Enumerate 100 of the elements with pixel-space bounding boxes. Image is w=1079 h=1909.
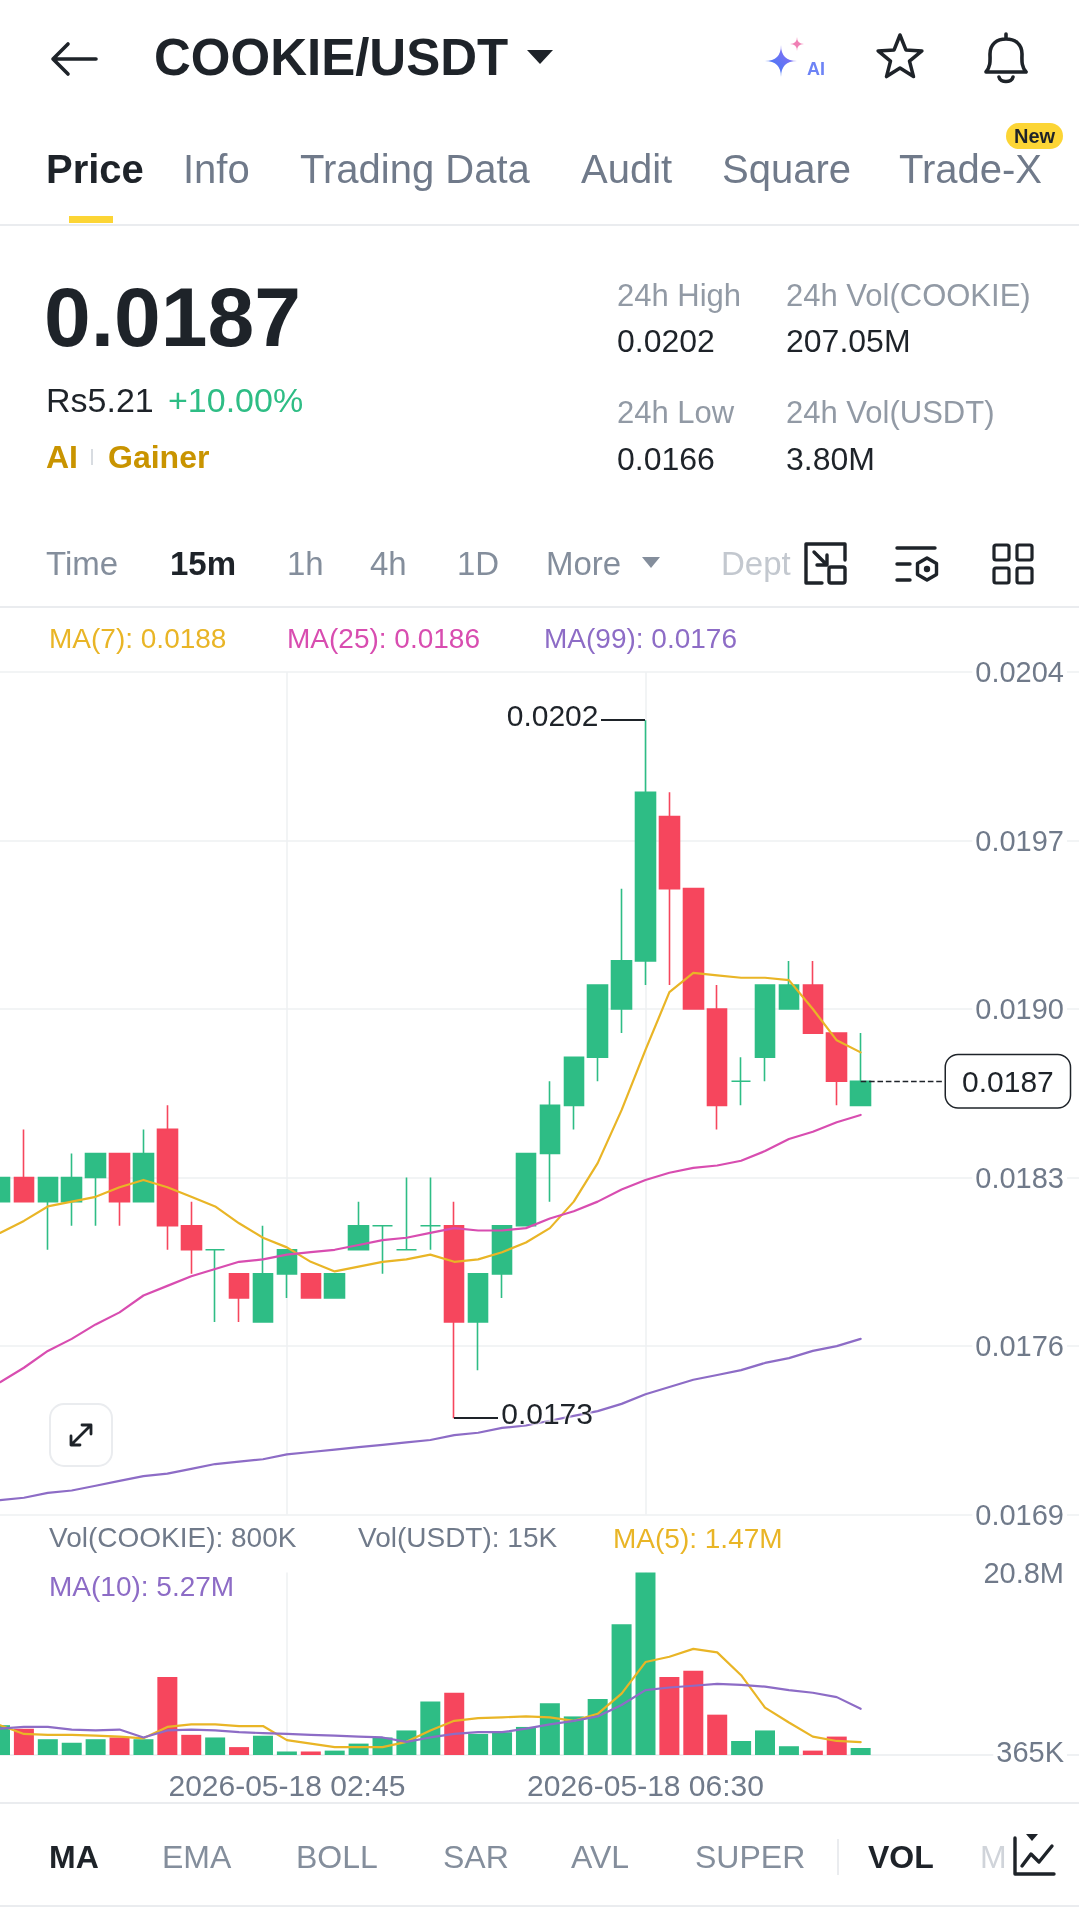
candlestick xyxy=(180,1200,203,1275)
line-series xyxy=(0,1113,862,1384)
bar xyxy=(300,1751,321,1755)
bar xyxy=(707,1714,728,1755)
y-tick-label: 0.0183 xyxy=(975,1161,1064,1194)
candlestick xyxy=(515,1152,537,1227)
y-tick-label: 0.0204 xyxy=(975,656,1064,688)
candlestick xyxy=(323,1273,346,1299)
text: Info xyxy=(183,147,250,191)
y-tick-label: 0.0176 xyxy=(975,1330,1064,1363)
line-series xyxy=(0,1647,862,1749)
candlestick xyxy=(108,1152,131,1227)
candlestick xyxy=(825,1032,848,1107)
text: AI xyxy=(807,59,825,79)
text: MA(99): 0.0176 xyxy=(544,622,737,654)
bar xyxy=(61,1742,82,1755)
text: +10.00% xyxy=(168,381,304,419)
bar xyxy=(802,1750,823,1755)
candlestick xyxy=(228,1273,250,1323)
text: Vol(COOKIE): 800K xyxy=(49,1521,297,1553)
candlestick xyxy=(658,791,681,986)
bar xyxy=(205,1737,226,1755)
text: AVL xyxy=(571,1839,630,1875)
text: MA(10): 5.27M xyxy=(49,1570,235,1602)
y-tick-label: 0.0169 xyxy=(975,1498,1064,1531)
text: 0.0187 xyxy=(44,270,301,364)
x-tick-label: 2026-05-18 06:30 xyxy=(527,1768,764,1802)
bar xyxy=(587,1698,608,1755)
bar xyxy=(539,1703,560,1755)
text: Vol(USDT): 15K xyxy=(358,1521,558,1553)
text: MA(5): 1.47M xyxy=(613,1522,783,1554)
line-series xyxy=(0,1337,862,1502)
bar xyxy=(252,1735,273,1755)
bar xyxy=(778,1746,799,1755)
text: Trade-X xyxy=(899,147,1043,191)
candlestick xyxy=(849,1032,872,1107)
text: 0.0166 xyxy=(617,441,715,477)
candlestick xyxy=(37,1176,59,1251)
bar xyxy=(611,1624,632,1755)
text: SUPER xyxy=(695,1839,806,1875)
y-tick-label: 0.0197 xyxy=(975,824,1064,857)
bar xyxy=(850,1747,871,1755)
candlestick xyxy=(252,1224,274,1323)
text: 15m xyxy=(170,544,237,582)
candlestick xyxy=(682,887,705,1010)
text: 3.80M xyxy=(786,441,875,477)
candlestick xyxy=(60,1152,83,1227)
candlestick xyxy=(419,1176,442,1251)
candlestick xyxy=(754,984,776,1083)
y-tick-label: 365K xyxy=(996,1735,1065,1768)
text: Square xyxy=(722,147,851,191)
ref-line-label: 0.0187 xyxy=(962,1064,1054,1098)
bar xyxy=(683,1670,704,1755)
text: AI xyxy=(46,439,78,475)
annotation: 0.0202 xyxy=(506,699,599,733)
candlestick xyxy=(300,1273,322,1299)
candlestick xyxy=(563,1056,585,1131)
bar xyxy=(109,1737,130,1755)
bar xyxy=(420,1701,441,1755)
bar xyxy=(468,1733,489,1755)
text: MA xyxy=(49,1839,99,1875)
text: 24h High xyxy=(617,277,742,313)
bar xyxy=(731,1740,752,1755)
text: Dept xyxy=(721,544,791,582)
bar xyxy=(515,1726,536,1755)
text: SAR xyxy=(443,1839,509,1875)
bar xyxy=(444,1692,465,1755)
text: Price xyxy=(46,147,144,191)
text: MA(7): 0.0188 xyxy=(49,622,227,654)
candlestick xyxy=(204,1248,226,1323)
text: BOLL xyxy=(296,1839,378,1875)
candlestick xyxy=(347,1200,370,1251)
y-tick-label: 20.8M xyxy=(983,1556,1064,1589)
text: 1h xyxy=(287,544,324,582)
candlestick xyxy=(371,1224,394,1275)
candlestick xyxy=(802,960,824,1034)
candlestick xyxy=(443,1200,465,1420)
text: VOL xyxy=(868,1839,934,1875)
annotation: 0.0173 xyxy=(501,1397,593,1431)
text: New xyxy=(1006,123,1064,149)
candlestick xyxy=(84,1152,107,1227)
text: 1D xyxy=(457,544,500,582)
bar xyxy=(181,1734,202,1755)
bar xyxy=(492,1732,513,1755)
text: MA(25): 0.0186 xyxy=(287,622,480,654)
bar xyxy=(157,1676,178,1755)
bar xyxy=(635,1572,656,1755)
bar xyxy=(133,1739,154,1755)
bar xyxy=(324,1750,345,1755)
text: 0.0202 xyxy=(617,323,715,359)
bar xyxy=(659,1676,680,1755)
text: More xyxy=(546,544,622,582)
text: EMA xyxy=(162,1839,232,1875)
bar xyxy=(755,1730,776,1755)
candlestick xyxy=(778,960,800,1010)
line-series xyxy=(0,1682,862,1743)
text: Trading Data xyxy=(300,147,530,191)
bar xyxy=(563,1716,584,1755)
x-tick-label: 2026-05-18 02:45 xyxy=(168,1768,406,1802)
candlestick xyxy=(586,984,609,1083)
